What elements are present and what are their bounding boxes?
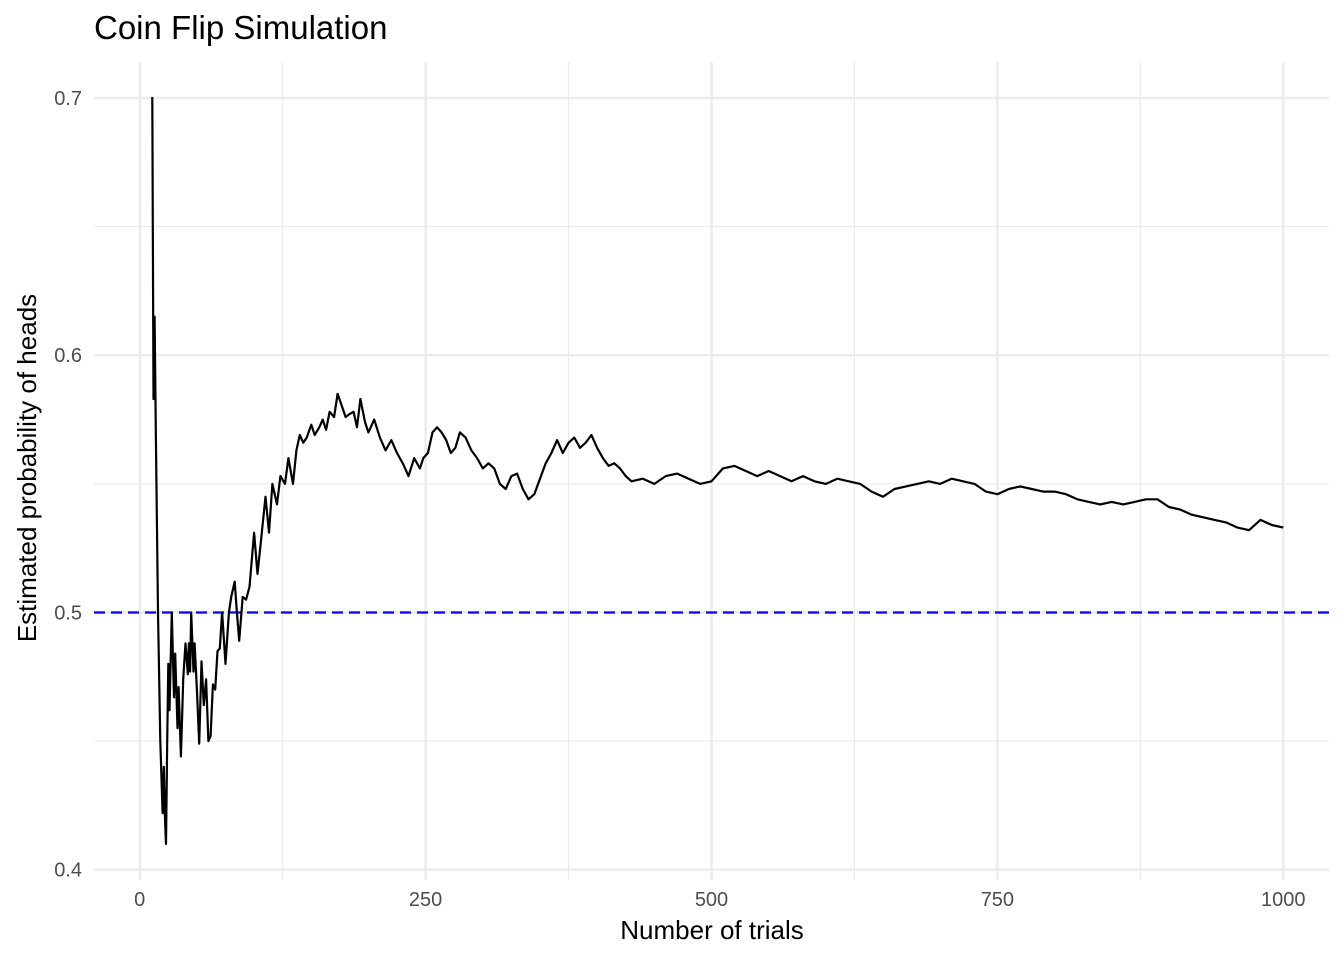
y-tick-label: 0.5 — [54, 602, 82, 624]
x-axis-title: Number of trials — [620, 915, 804, 945]
x-tick-label: 250 — [409, 889, 442, 911]
x-tick-label: 750 — [981, 889, 1014, 911]
x-tick-label: 1000 — [1261, 889, 1306, 911]
y-tick-label: 0.4 — [54, 860, 82, 882]
x-tick-label: 0 — [134, 889, 145, 911]
major-gridlines — [94, 62, 1329, 880]
x-tick-labels: 0 250 500 750 1000 — [134, 889, 1305, 911]
y-tick-labels: 0.4 0.5 0.6 0.7 — [54, 88, 82, 882]
series-line — [151, 96, 1284, 846]
series-layer — [151, 96, 1284, 846]
y-axis-title: Estimated probability of heads — [12, 294, 42, 642]
x-tick-label: 500 — [695, 889, 728, 911]
y-tick-label: 0.7 — [54, 88, 82, 110]
chart-title: Coin Flip Simulation — [94, 9, 387, 46]
y-tick-label: 0.6 — [54, 345, 82, 367]
